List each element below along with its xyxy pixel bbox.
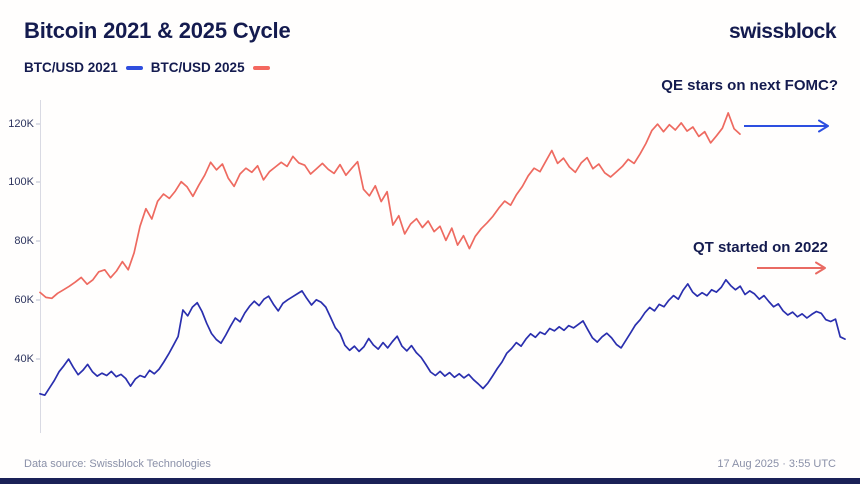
y-tick-mark [36,299,40,301]
y-tick-label-100K: 100K [8,176,34,189]
annotation-arrow-qe-icon [744,119,829,133]
y-tick-mark [36,123,40,124]
legend: BTC/USD 2021 BTC/USD 2025 [24,60,270,75]
legend-item-2025: BTC/USD 2025 [151,60,270,75]
series-line-btc-usd-2025 [39,112,741,300]
annotation-arrow-qt-icon [757,261,826,275]
legend-dash-2021-icon [125,65,143,70]
legend-item-2021: BTC/USD 2021 [24,60,143,75]
y-tick-mark [36,181,40,183]
series-line-btc-usd-2021 [39,278,846,397]
legend-label-2021: BTC/USD 2021 [24,60,118,75]
timestamp-text: 17 Aug 2025 · 3:55 UTC [717,458,836,470]
page-title: Bitcoin 2021 & 2025 Cycle [24,18,291,43]
legend-label-2025: BTC/USD 2025 [150,60,245,75]
swissblock-logo: swissblock [728,20,837,43]
y-tick-label-40K: 40K [14,352,34,365]
data-source-text: Data source: Swissblock Technologies [24,458,211,470]
y-tick-mark [36,358,40,359]
y-tick-label-120K: 120K [8,117,34,130]
y-tick-mark [36,240,40,242]
legend-dash-2025-icon [252,65,270,70]
annotation-qe-fomc: QE stars on next FOMC? [661,77,838,94]
y-tick-label-80K: 80K [14,235,34,247]
y-tick-label-60K: 60K [14,293,34,306]
annotation-qt-2022: QT started on 2022 [692,239,828,256]
bottom-accent-bar [0,478,860,484]
y-axis-line [40,100,41,433]
